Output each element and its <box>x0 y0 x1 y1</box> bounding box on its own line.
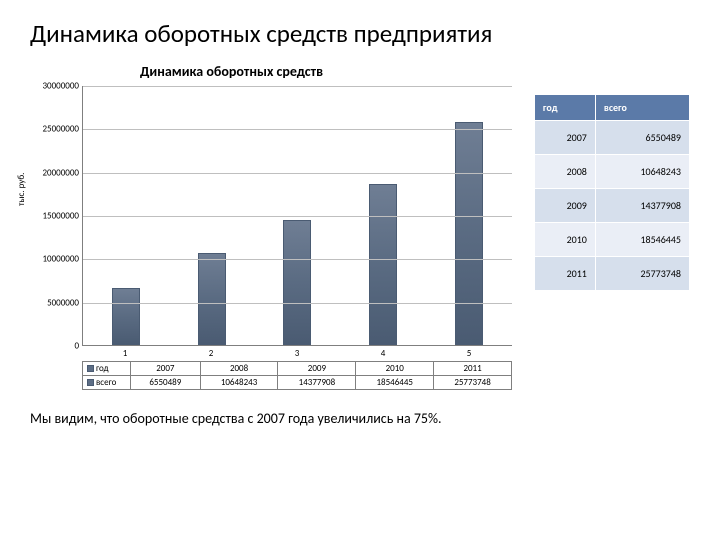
y-tick-label: 5000000 <box>31 297 79 308</box>
legend-swatch-icon <box>87 379 94 386</box>
x-tick-label: 4 <box>381 348 386 359</box>
y-tick-label: 30000000 <box>31 81 79 92</box>
x-tick-label: 5 <box>467 348 472 359</box>
table-row: 201125773748 <box>534 257 689 291</box>
x-tick-label: 2 <box>209 348 214 359</box>
chart-title: Динамика оборотных средств <box>140 63 690 80</box>
legend-year: год <box>83 362 131 376</box>
gridline <box>83 216 512 217</box>
gridline <box>83 259 512 260</box>
gridline <box>83 173 512 174</box>
table-row: 20076550489 <box>534 121 689 155</box>
chart-area: тыс. руб. 050000001000000015000000200000… <box>30 86 524 390</box>
y-tick-label: 10000000 <box>31 254 79 265</box>
summary-table: год всего 20076550489 200810648243 20091… <box>534 94 690 291</box>
table-row: 200914377908 <box>534 189 689 223</box>
bar <box>198 253 226 345</box>
y-tick-label: 25000000 <box>31 124 79 135</box>
y-tick-label: 15000000 <box>31 211 79 222</box>
gridline <box>83 86 512 87</box>
summary-header-total: всего <box>595 95 689 121</box>
gridline <box>83 129 512 130</box>
table-row: 201018546445 <box>534 223 689 257</box>
summary-header-year: год <box>534 95 595 121</box>
caption-text: Мы видим, что оборотные средства с 2007 … <box>30 410 690 427</box>
page-title: Динамика оборотных средств предприятия <box>30 18 690 49</box>
bar <box>455 122 483 345</box>
y-tick-label: 0 <box>31 341 79 352</box>
y-axis-label: тыс. руб. <box>16 173 27 206</box>
x-categories: 1 2 3 4 5 <box>82 348 512 359</box>
plot-area: 0500000010000000150000002000000025000000… <box>82 86 512 346</box>
bar <box>112 288 140 345</box>
x-tick-label: 1 <box>123 348 128 359</box>
bar <box>369 184 397 345</box>
chart-data-table: год 2007 2008 2009 2010 2011 всего 65504… <box>82 361 512 390</box>
x-tick-label: 3 <box>295 348 300 359</box>
legend-total: всего <box>83 376 131 390</box>
y-tick-label: 20000000 <box>31 167 79 178</box>
table-row: 200810648243 <box>534 155 689 189</box>
legend-swatch-icon <box>87 365 94 372</box>
bar <box>283 220 311 345</box>
gridline <box>83 303 512 304</box>
